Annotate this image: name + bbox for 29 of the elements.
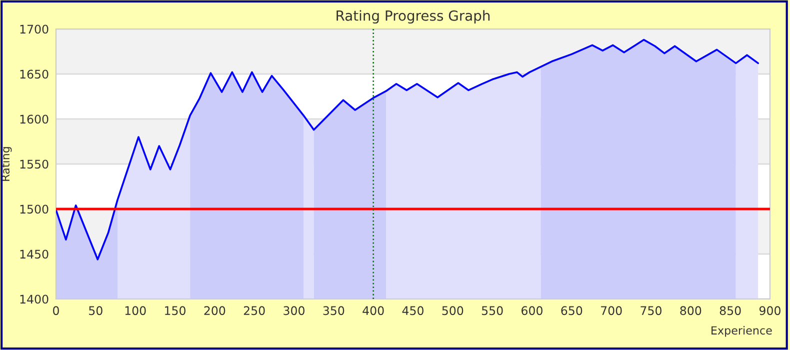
x-tick-label: 200 <box>204 306 226 316</box>
x-tick-label: 850 <box>720 306 741 316</box>
x-tick-label: 350 <box>323 306 344 316</box>
x-tick-label: 650 <box>561 306 582 316</box>
y-tick-label: 1700 <box>20 24 48 34</box>
x-tick-label: 300 <box>284 306 304 316</box>
y-tick-label: 1600 <box>20 114 48 124</box>
x-tick-label: 800 <box>680 306 702 316</box>
y-tick-label: 1400 <box>20 294 48 304</box>
x-tick-label: 450 <box>402 306 424 316</box>
x-tick-label: 600 <box>522 306 542 316</box>
x-tick-label: 700 <box>601 306 622 316</box>
x-tick-label: 500 <box>442 306 464 316</box>
y-tick-label: 1450 <box>20 250 48 259</box>
x-tick-label: 50 <box>89 306 102 316</box>
y-tick-label: 1500 <box>20 204 48 214</box>
x-tick-label: 400 <box>362 306 384 316</box>
x-tick-label: 150 <box>165 306 186 316</box>
x-tick-label: 0 <box>53 306 59 316</box>
x-tick-label: 100 <box>125 306 146 316</box>
x-tick-label: 250 <box>244 306 265 316</box>
x-axis-title: Experience <box>712 326 772 337</box>
line-series <box>56 38 760 260</box>
chart-title: Rating Progress Graph <box>336 10 490 24</box>
y-tick-label: 1550 <box>20 160 48 169</box>
x-tick-label: 550 <box>482 306 503 316</box>
x-tick-label: 900 <box>759 306 780 316</box>
x-tick-label: 750 <box>640 306 662 316</box>
y-tick-label: 1650 <box>20 70 48 79</box>
